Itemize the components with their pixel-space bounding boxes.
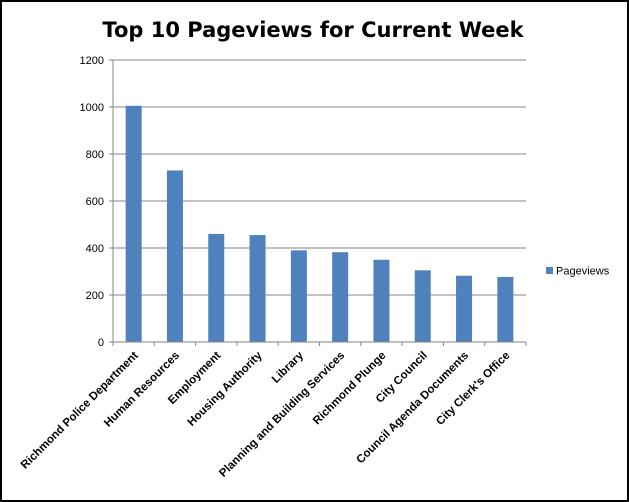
bar	[332, 252, 349, 342]
legend: Pageviews	[546, 266, 610, 278]
bar	[497, 276, 514, 342]
y-tick-label: 1200	[80, 55, 104, 67]
bar	[125, 105, 142, 342]
bar	[290, 250, 307, 342]
y-tick-label: 0	[98, 337, 104, 349]
axes	[112, 60, 527, 346]
x-tick-label: City Clerk's Office	[434, 350, 512, 428]
bar	[414, 270, 431, 342]
legend-swatch-pageviews	[546, 267, 553, 274]
bar	[166, 170, 183, 342]
x-tick-label: Housing Authority	[186, 349, 266, 429]
bar	[373, 259, 390, 342]
x-tick-label: Human Resources	[102, 350, 182, 430]
y-axis-ticks: 0 200 400 600 800 1000 1200	[80, 55, 113, 349]
legend-label-pageviews: Pageviews	[556, 266, 610, 278]
x-tick-label: Library	[270, 349, 306, 385]
y-tick-label: 600	[86, 196, 104, 208]
chart-title: Top 10 Pageviews for Current Week	[102, 18, 524, 42]
x-tick-label: Richmond Plunge	[311, 350, 389, 428]
y-tick-label: 200	[86, 290, 104, 302]
y-tick-label: 800	[86, 149, 104, 161]
bar	[208, 233, 225, 342]
bar	[456, 275, 473, 342]
bars	[125, 105, 514, 342]
y-tick-label: 1000	[80, 102, 104, 114]
y-tick-label: 400	[86, 243, 104, 255]
bar	[249, 235, 266, 342]
